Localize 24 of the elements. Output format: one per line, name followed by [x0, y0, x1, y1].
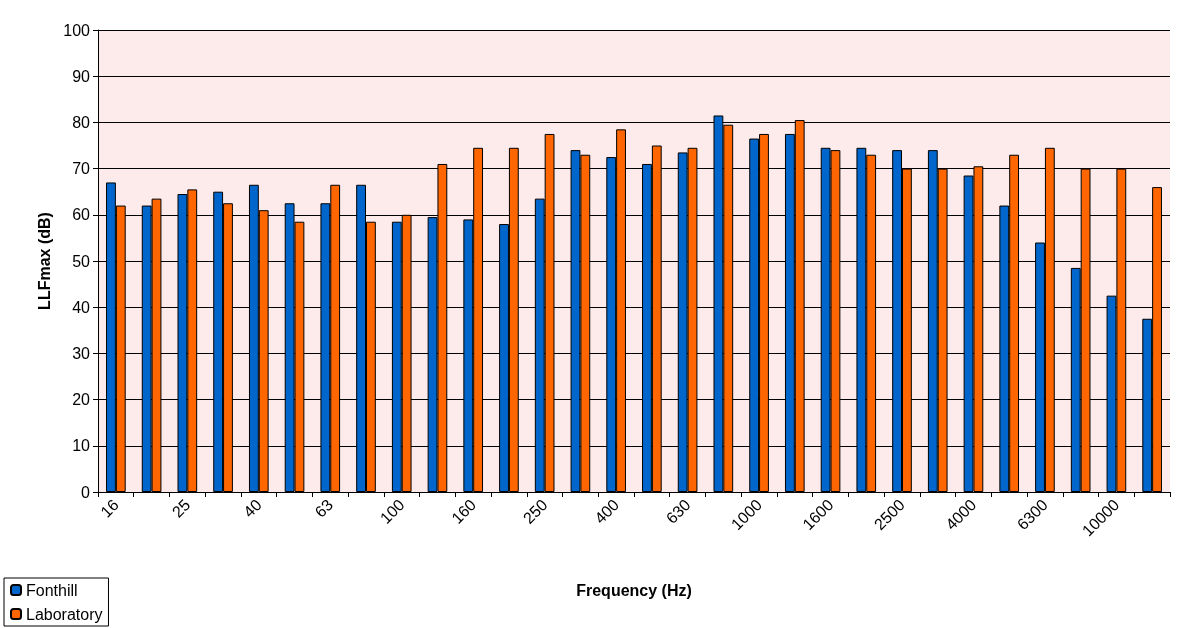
x-tick-label: 630 — [662, 495, 694, 527]
legend-label: Laboratory — [26, 605, 103, 623]
y-tick-label: 50 — [72, 252, 91, 270]
y-tick-label: 80 — [72, 113, 91, 131]
y-tick-label: 20 — [72, 391, 91, 409]
y-tick-label: 0 — [81, 483, 91, 501]
y-tick-label: 100 — [63, 21, 91, 39]
y-tick-label: 90 — [72, 67, 91, 85]
y-tick-label: 70 — [72, 160, 91, 178]
x-tick-label: 100 — [376, 495, 408, 527]
legend-label: Fonthill — [26, 581, 78, 599]
x-tick-label: 160 — [448, 495, 480, 527]
x-tick-label: 40 — [240, 495, 265, 521]
y-tick-label: 30 — [72, 344, 91, 362]
x-tick-label: 250 — [519, 495, 551, 527]
y-tick-label: 40 — [72, 298, 91, 316]
x-tick-label: 400 — [591, 495, 623, 527]
x-axis-title: Frequency (Hz) — [576, 581, 692, 599]
y-tick-label: 10 — [72, 437, 91, 455]
y-tick-label: 60 — [72, 206, 91, 224]
x-tick-label: 25 — [168, 495, 194, 521]
y-axis-title: LLFmax (dB) — [35, 212, 53, 310]
x-tick-label: 16 — [97, 495, 122, 521]
x-tick-label: 63 — [311, 495, 337, 521]
